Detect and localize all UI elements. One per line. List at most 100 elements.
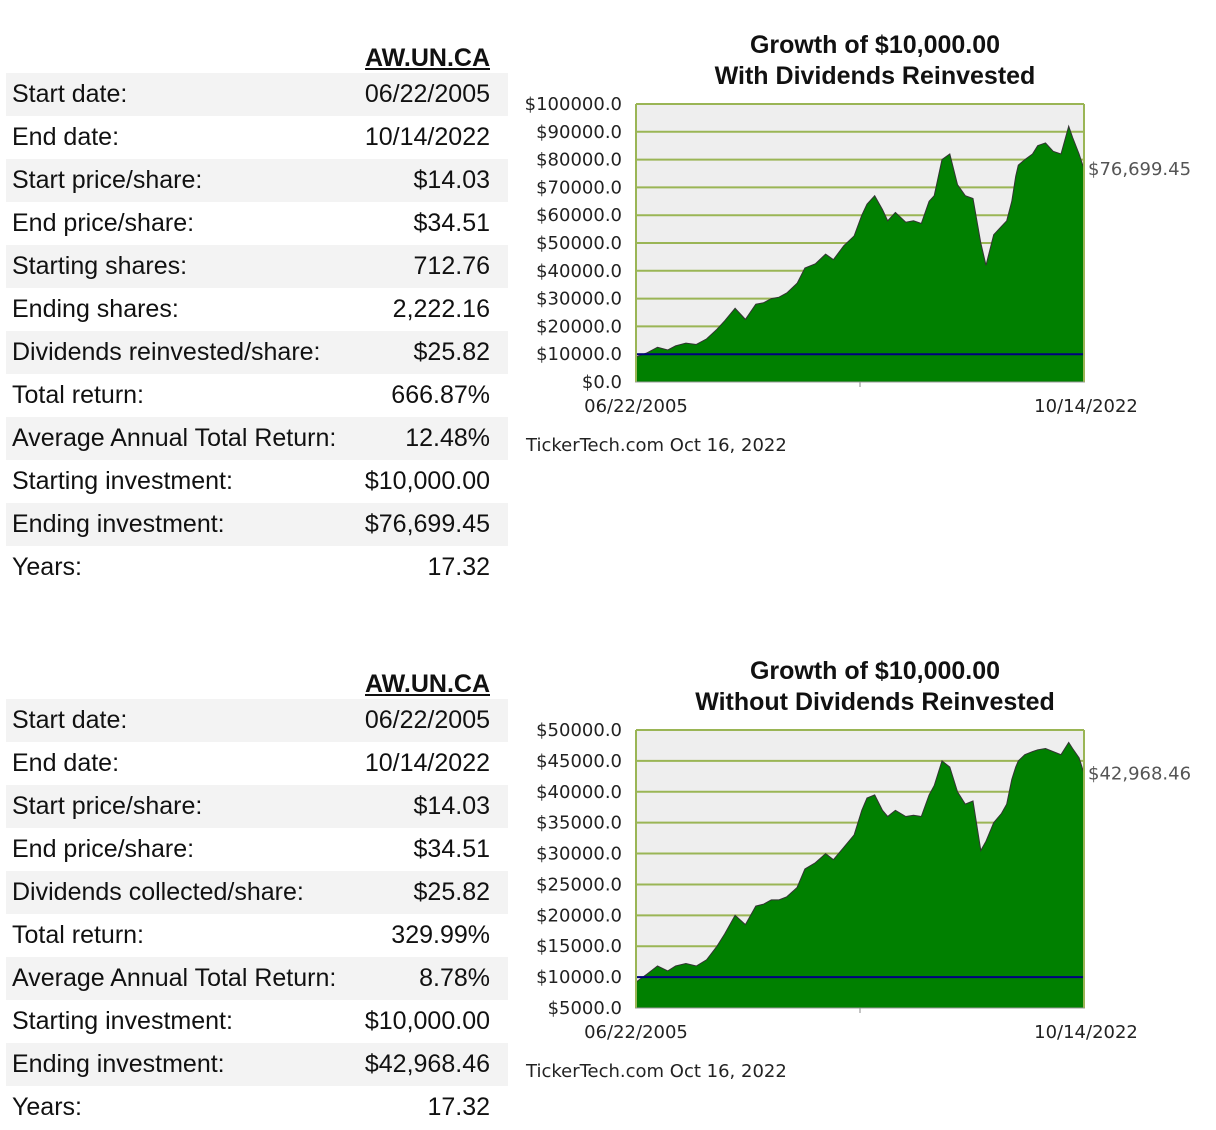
stat-value: 06/22/2005 — [354, 699, 508, 742]
stat-label: Dividends reinvested/share: — [6, 331, 354, 374]
stat-label: Total return: — [6, 374, 354, 417]
stat-label: End date: — [6, 116, 354, 159]
y-tick-label: $25000.0 — [536, 874, 622, 895]
stat-value: $14.03 — [354, 159, 508, 202]
chart-title: Growth of $10,000.00 With Dividends Rein… — [560, 30, 1190, 92]
end-value-label: $42,968.46 — [1088, 763, 1191, 784]
stat-value: $10,000.00 — [354, 1000, 508, 1043]
ticker-heading: AW.UN.CA — [354, 30, 508, 73]
y-tick-label: $15000.0 — [536, 936, 622, 957]
stat-value: 2,222.16 — [354, 288, 508, 331]
stat-row: Average Annual Total Return: 8.78% — [6, 957, 508, 1000]
stat-row: Starting investment: $10,000.00 — [6, 460, 508, 503]
chart-title-line1: Growth of $10,000.00 — [560, 656, 1190, 687]
stat-label: End date: — [6, 742, 354, 785]
chart-title-line2: With Dividends Reinvested — [560, 61, 1190, 92]
stat-row: Years: 17.32 — [6, 546, 508, 589]
y-tick-label: $40000.0 — [536, 782, 622, 803]
stat-value: 8.78% — [354, 957, 508, 1000]
stat-value: 666.87% — [354, 374, 508, 417]
stat-row: Start date: 06/22/2005 — [6, 73, 508, 116]
stat-row: End price/share: $34.51 — [6, 202, 508, 245]
stat-value: $34.51 — [354, 202, 508, 245]
y-tick-label: $10000.0 — [536, 967, 622, 988]
stats-body: Start date: 06/22/2005 End date: 10/14/2022… — [6, 73, 508, 589]
stat-value: 17.32 — [354, 546, 508, 589]
stat-label: Total return: — [6, 914, 354, 957]
stats-body: Start date: 06/22/2005 End date: 10/14/2022… — [6, 699, 508, 1129]
y-tick-label: $50000.0 — [536, 233, 622, 254]
stat-label: Start price/share: — [6, 159, 354, 202]
stat-label: Average Annual Total Return: — [6, 957, 354, 1000]
stat-value: $25.82 — [354, 331, 508, 374]
stat-label: Years: — [6, 1086, 354, 1129]
stat-label: End price/share: — [6, 828, 354, 871]
stat-row: Ending investment: $76,699.45 — [6, 503, 508, 546]
stat-row: End date: 10/14/2022 — [6, 116, 508, 159]
end-value-label: $76,699.45 — [1088, 159, 1191, 180]
stat-value: $34.51 — [354, 828, 508, 871]
y-tick-label: $20000.0 — [536, 905, 622, 926]
growth-chart: $100000.0 $90000.0 $80000.0 $70000.0 $60000.… — [508, 92, 1208, 472]
y-tick-label: $80000.0 — [536, 150, 622, 171]
stat-label: Ending shares: — [6, 288, 354, 331]
stat-label: Starting investment: — [6, 1000, 354, 1043]
y-tick-label: $45000.0 — [536, 751, 622, 772]
stat-row: Start price/share: $14.03 — [6, 785, 508, 828]
stat-row: Dividends collected/share: $25.82 — [6, 871, 508, 914]
stat-label: Starting investment: — [6, 460, 354, 503]
stat-label: Ending investment: — [6, 1043, 354, 1086]
stat-value: 329.99% — [354, 914, 508, 957]
stat-label: End price/share: — [6, 202, 354, 245]
stat-row: End price/share: $34.51 — [6, 828, 508, 871]
stat-row: Starting investment: $10,000.00 — [6, 1000, 508, 1043]
stat-row: End date: 10/14/2022 — [6, 742, 508, 785]
stats-table: AW.UN.CA Start date: 06/22/2005 End date: 1… — [6, 30, 508, 589]
chart-credit: TickerTech.com Oct 16, 2022 — [525, 435, 787, 456]
x-tick-label-end: 10/14/2022 — [1034, 1022, 1138, 1043]
stat-label: Dividends collected/share: — [6, 871, 354, 914]
stat-label: Start date: — [6, 73, 354, 116]
stat-row: Total return: 329.99% — [6, 914, 508, 957]
stat-row: Total return: 666.87% — [6, 374, 508, 417]
stat-value: 17.32 — [354, 1086, 508, 1129]
stat-value: 10/14/2022 — [354, 742, 508, 785]
stat-value: $42,968.46 — [354, 1043, 508, 1086]
y-tick-label: $100000.0 — [525, 94, 622, 115]
y-tick-label: $5000.0 — [548, 998, 622, 1019]
y-tick-label: $30000.0 — [536, 844, 622, 865]
chart-title: Growth of $10,000.00 Without Dividends R… — [560, 656, 1190, 718]
stat-row: Start price/share: $14.03 — [6, 159, 508, 202]
stat-value: 10/14/2022 — [354, 116, 508, 159]
stat-row: Dividends reinvested/share: $25.82 — [6, 331, 508, 374]
y-tick-label: $40000.0 — [536, 261, 622, 282]
chart-credit: TickerTech.com Oct 16, 2022 — [525, 1061, 787, 1082]
y-tick-label: $35000.0 — [536, 813, 622, 834]
y-tick-label: $70000.0 — [536, 177, 622, 198]
y-tick-label: $0.0 — [582, 372, 622, 393]
y-tick-label: $10000.0 — [536, 344, 622, 365]
stat-label: Starting shares: — [6, 245, 354, 288]
stat-value: $14.03 — [354, 785, 508, 828]
stat-row: Ending shares: 2,222.16 — [6, 288, 508, 331]
growth-chart: $50000.0 $45000.0 $40000.0 $35000.0 $30000.0… — [508, 718, 1208, 1098]
stat-value: $10,000.00 — [354, 460, 508, 503]
stat-value: 712.76 — [354, 245, 508, 288]
stat-value: $76,699.45 — [354, 503, 508, 546]
stat-label: Years: — [6, 546, 354, 589]
y-tick-label: $50000.0 — [536, 720, 622, 741]
stat-label: Start price/share: — [6, 785, 354, 828]
stat-row: Start date: 06/22/2005 — [6, 699, 508, 742]
y-tick-label: $90000.0 — [536, 122, 622, 143]
y-tick-label: $30000.0 — [536, 289, 622, 310]
x-tick-label-start: 06/22/2005 — [584, 396, 688, 417]
chart-title-line2: Without Dividends Reinvested — [560, 687, 1190, 718]
stat-row: Starting shares: 712.76 — [6, 245, 508, 288]
ticker-heading: AW.UN.CA — [354, 656, 508, 699]
stat-label: Ending investment: — [6, 503, 354, 546]
stat-value: 06/22/2005 — [354, 73, 508, 116]
stat-label: Average Annual Total Return: — [6, 417, 354, 460]
x-tick-label-end: 10/14/2022 — [1034, 396, 1138, 417]
stat-row: Average Annual Total Return: 12.48% — [6, 417, 508, 460]
y-tick-label: $20000.0 — [536, 316, 622, 337]
